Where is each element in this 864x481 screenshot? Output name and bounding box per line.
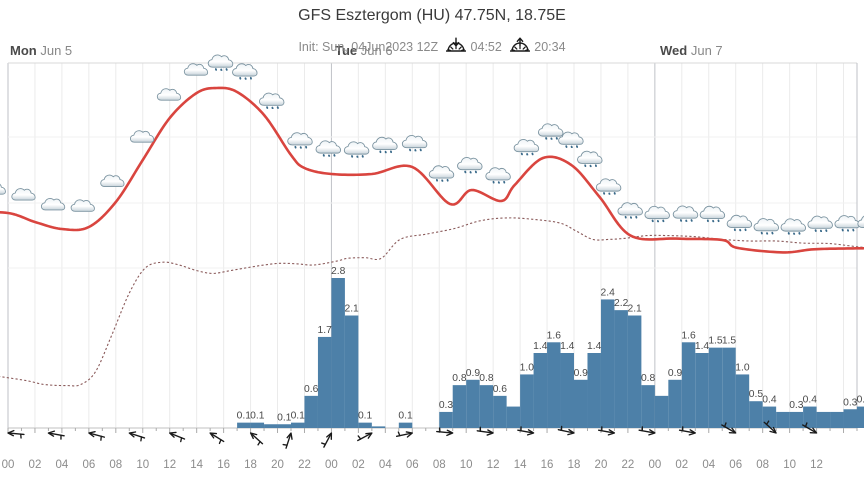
svg-text:0.4: 0.4: [762, 395, 777, 406]
svg-text:0.1: 0.1: [358, 411, 373, 422]
svg-text:1.6: 1.6: [547, 330, 562, 341]
svg-text:2.4: 2.4: [601, 287, 616, 298]
svg-text:00: 00: [2, 459, 15, 471]
svg-text:08: 08: [109, 459, 122, 471]
svg-text:06: 06: [729, 459, 742, 471]
svg-text:0.4: 0.4: [803, 395, 818, 406]
svg-text:18: 18: [244, 459, 257, 471]
svg-text:2.8: 2.8: [331, 266, 346, 277]
svg-text:16: 16: [217, 459, 230, 471]
svg-text:14: 14: [514, 459, 527, 471]
svg-text:06: 06: [406, 459, 419, 471]
svg-text:20: 20: [271, 459, 284, 471]
svg-text:0.8: 0.8: [452, 373, 467, 384]
svg-text:02: 02: [29, 459, 42, 471]
svg-text:22: 22: [622, 459, 635, 471]
svg-text:2.2: 2.2: [614, 298, 629, 309]
svg-text:1.4: 1.4: [695, 341, 710, 352]
svg-text:0.1: 0.1: [291, 411, 306, 422]
svg-text:0.3: 0.3: [439, 400, 454, 411]
svg-text:08: 08: [433, 459, 446, 471]
svg-text:18: 18: [568, 459, 581, 471]
svg-text:0.3: 0.3: [843, 397, 858, 408]
svg-text:0.6: 0.6: [304, 384, 319, 395]
svg-text:2.1: 2.1: [344, 304, 359, 315]
svg-text:0.1: 0.1: [250, 411, 265, 422]
svg-text:12: 12: [163, 459, 176, 471]
svg-text:0.1: 0.1: [237, 411, 252, 422]
svg-text:1.7: 1.7: [318, 325, 333, 336]
svg-text:1.5: 1.5: [722, 336, 737, 347]
svg-text:12: 12: [810, 459, 823, 471]
svg-text:10: 10: [460, 459, 473, 471]
svg-text:06: 06: [82, 459, 95, 471]
svg-text:0.6: 0.6: [493, 384, 508, 395]
svg-text:16: 16: [541, 459, 554, 471]
svg-text:20: 20: [595, 459, 608, 471]
svg-text:1.0: 1.0: [520, 362, 535, 373]
svg-text:0.9: 0.9: [466, 368, 481, 379]
svg-text:0.5: 0.5: [749, 389, 764, 400]
svg-text:1.6: 1.6: [681, 330, 696, 341]
svg-text:1.0: 1.0: [735, 362, 750, 373]
svg-text:10: 10: [136, 459, 149, 471]
svg-text:00: 00: [648, 459, 661, 471]
svg-text:04: 04: [702, 459, 715, 471]
svg-text:1.4: 1.4: [560, 341, 575, 352]
svg-text:0.1: 0.1: [277, 412, 292, 423]
svg-text:0.3: 0.3: [789, 400, 804, 411]
svg-text:04: 04: [56, 459, 69, 471]
svg-text:10: 10: [783, 459, 796, 471]
svg-text:02: 02: [675, 459, 688, 471]
svg-text:08: 08: [756, 459, 769, 471]
svg-text:0.9: 0.9: [668, 368, 683, 379]
svg-text:00: 00: [325, 459, 338, 471]
svg-text:1.4: 1.4: [587, 341, 602, 352]
svg-text:0.8: 0.8: [479, 373, 494, 384]
svg-text:04: 04: [379, 459, 392, 471]
svg-text:0.9: 0.9: [574, 368, 589, 379]
svg-text:2.1: 2.1: [627, 304, 642, 315]
svg-text:22: 22: [298, 459, 311, 471]
svg-text:1.4: 1.4: [533, 341, 548, 352]
svg-text:0.1: 0.1: [398, 411, 413, 422]
svg-text:0.4: 0.4: [857, 395, 864, 406]
svg-text:12: 12: [487, 459, 500, 471]
svg-text:02: 02: [352, 459, 365, 471]
svg-text:1.5: 1.5: [708, 336, 723, 347]
svg-text:0.8: 0.8: [641, 373, 656, 384]
svg-text:14: 14: [190, 459, 203, 471]
